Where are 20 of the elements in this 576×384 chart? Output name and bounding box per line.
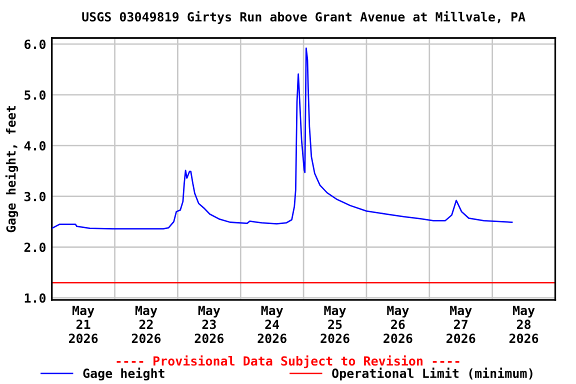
x-tick-label: May 26 2026 bbox=[384, 306, 412, 344]
chart-title: USGS 03049819 Girtys Run above Grant Avenue at Millvale, PA bbox=[82, 11, 526, 24]
legend-label: Gage height bbox=[83, 368, 164, 380]
y-tick-label: 3.0 bbox=[24, 192, 46, 202]
x-tick-label: May 23 2026 bbox=[194, 306, 224, 344]
legend-label: Operational Limit (minimum) bbox=[332, 368, 532, 380]
x-tick-label: May 22 2026 bbox=[132, 306, 161, 344]
x-tick-label: May 25 2026 bbox=[320, 306, 350, 344]
y-tick-label: 6.0 bbox=[24, 40, 46, 50]
x-tick-label: May 27 2026 bbox=[446, 306, 476, 344]
line-series bbox=[52, 47, 513, 230]
x-tick-label: May 24 2026 bbox=[258, 306, 286, 344]
x-tick-label: May 21 2026 bbox=[68, 306, 98, 344]
text: ---- Provisional Data Subject to Revision ---- bbox=[116, 355, 460, 368]
y-axis-title: Gage height, feet bbox=[5, 106, 18, 232]
y-tick-label: 2.0 bbox=[24, 242, 46, 252]
y-tick-label: 5.0 bbox=[24, 90, 46, 100]
y-tick-label: 1.0 bbox=[24, 293, 46, 303]
x-tick-label: May 28 2026 bbox=[509, 306, 538, 344]
y-tick-label: 4.0 bbox=[24, 141, 46, 151]
